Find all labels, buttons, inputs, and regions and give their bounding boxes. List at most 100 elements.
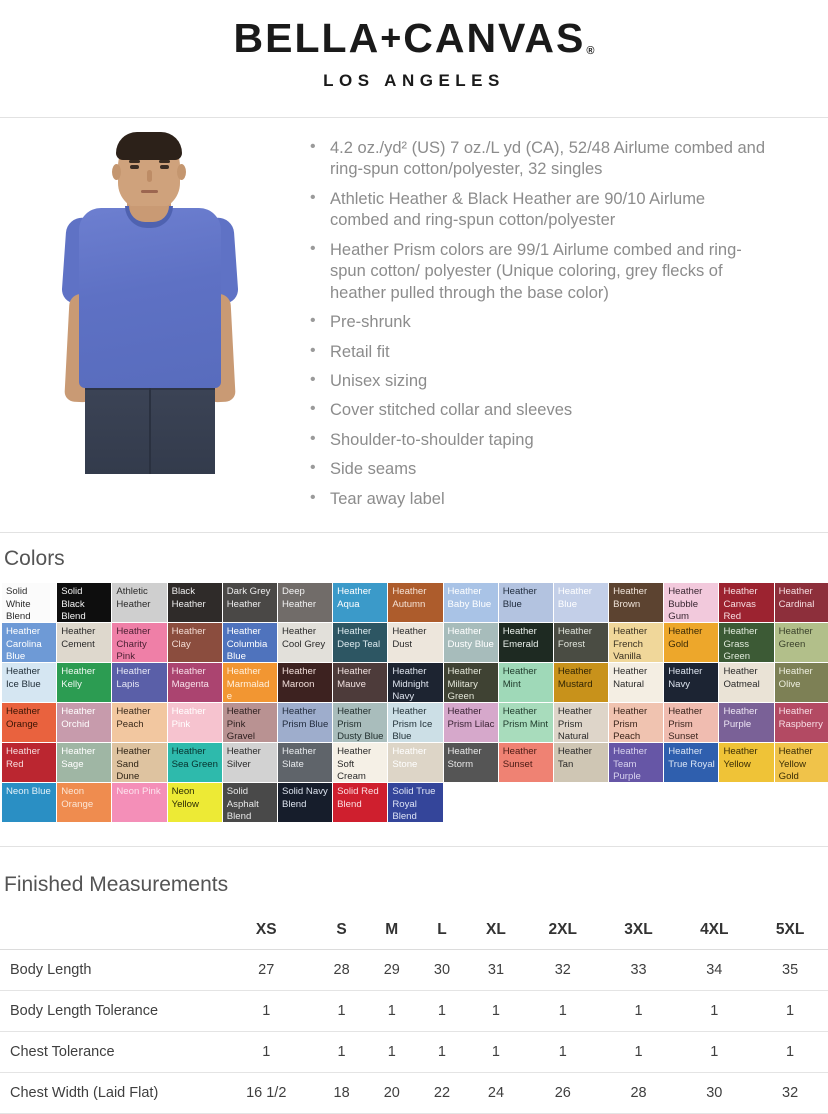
color-swatch[interactable]: Heather Purple bbox=[719, 703, 774, 743]
color-swatch[interactable]: Heather Marmalade bbox=[222, 663, 277, 703]
color-swatch[interactable]: Neon Orange bbox=[57, 783, 112, 823]
color-swatch[interactable]: Heather Prism Natural bbox=[553, 703, 609, 743]
color-swatch[interactable]: Heather Lapis bbox=[112, 663, 167, 703]
color-swatch[interactable]: Heather Olive bbox=[774, 663, 828, 703]
color-swatch[interactable]: Solid True Royal Blend bbox=[388, 783, 443, 823]
color-swatch[interactable]: Heather Autumn bbox=[388, 583, 443, 623]
color-swatch[interactable]: Heather Cardinal bbox=[774, 583, 828, 623]
color-swatch[interactable]: Heather Military Green bbox=[443, 663, 498, 703]
color-swatch[interactable]: Heather Storm bbox=[443, 743, 498, 783]
color-swatch[interactable]: Heather Team Purple bbox=[609, 743, 664, 783]
measurement-value: 1 bbox=[600, 1031, 677, 1074]
color-swatch[interactable]: Heather Canvas Red bbox=[719, 583, 774, 623]
color-swatch[interactable]: Heather Navy bbox=[664, 663, 719, 703]
color-swatch[interactable]: Heather Charity Pink bbox=[112, 623, 167, 663]
measurement-value: 33 bbox=[600, 949, 677, 992]
color-swatch[interactable]: Heather Columbia Blue bbox=[222, 623, 277, 663]
color-swatch[interactable]: Heather Soft Cream bbox=[333, 743, 388, 783]
color-swatch[interactable]: Heather Prism Peach bbox=[609, 703, 664, 743]
color-swatch-label: Heather Lapis bbox=[116, 666, 151, 690]
color-swatch-label: Heather Clay bbox=[171, 626, 206, 650]
color-swatch[interactable]: Solid Red Blend bbox=[333, 783, 388, 823]
color-swatch[interactable]: Heather Forest bbox=[553, 623, 609, 663]
color-swatch[interactable]: Heather Orchid bbox=[57, 703, 112, 743]
color-swatch[interactable]: Solid White Blend bbox=[2, 583, 57, 623]
color-swatch[interactable]: Heather Orange bbox=[2, 703, 57, 743]
color-swatch-label: Heather True Royal bbox=[668, 746, 715, 770]
color-swatch[interactable]: Heather Mauve bbox=[333, 663, 388, 703]
color-swatch[interactable]: Heather Cement bbox=[57, 623, 112, 663]
color-swatch[interactable]: Heather Prism Ice Blue bbox=[388, 703, 443, 743]
color-swatch[interactable]: Heather Bubble Gum bbox=[664, 583, 719, 623]
color-swatch[interactable]: Heather Midnight Navy bbox=[388, 663, 443, 703]
color-swatch[interactable]: Heather Aqua bbox=[333, 583, 388, 623]
color-swatch-label: Heather Military Green bbox=[447, 666, 482, 702]
color-swatch[interactable]: Heather Deep Teal bbox=[333, 623, 388, 663]
color-swatch[interactable]: Heather Yellow bbox=[719, 743, 774, 783]
color-swatch[interactable]: Heather Mint bbox=[498, 663, 553, 703]
measurement-value: 18 bbox=[316, 1072, 367, 1114]
color-swatch[interactable]: Neon Blue bbox=[2, 783, 57, 823]
color-swatch[interactable]: Solid Asphalt Blend bbox=[222, 783, 277, 823]
color-swatch[interactable]: Heather Blue bbox=[553, 583, 609, 623]
color-swatch[interactable]: Heather Clay bbox=[167, 623, 222, 663]
brand-logo-block: BELLA+CANVAS® LOS ANGELES bbox=[0, 0, 828, 117]
color-swatch[interactable]: Heather Baby Blue bbox=[443, 583, 498, 623]
color-swatch[interactable]: Dark Grey Heather bbox=[222, 583, 277, 623]
color-swatch[interactable]: Heather Yellow Gold bbox=[774, 743, 828, 783]
color-swatch[interactable]: Heather Slate bbox=[277, 743, 333, 783]
color-swatch[interactable]: Heather Prism Lilac bbox=[443, 703, 498, 743]
divider-measurements bbox=[0, 846, 828, 848]
color-swatch[interactable]: Heather French Vanilla bbox=[609, 623, 664, 663]
color-swatch[interactable]: Heather Dusty Blue bbox=[443, 623, 498, 663]
measurement-value: 30 bbox=[676, 1072, 753, 1114]
color-swatch[interactable]: Heather Tan bbox=[553, 743, 609, 783]
color-swatch[interactable]: Heather Grass Green bbox=[719, 623, 774, 663]
color-swatch[interactable]: Heather Oatmeal bbox=[719, 663, 774, 703]
color-swatch[interactable]: Heather Magenta bbox=[167, 663, 222, 703]
color-swatch[interactable]: Heather Pink bbox=[167, 703, 222, 743]
color-swatch[interactable]: Heather Mustard bbox=[553, 663, 609, 703]
color-swatch-label: Heather French Vanilla bbox=[613, 626, 648, 662]
color-swatch[interactable]: Heather Prism Sunset bbox=[664, 703, 719, 743]
color-swatch[interactable]: Heather Natural bbox=[609, 663, 664, 703]
color-swatch[interactable]: Athletic Heather bbox=[112, 583, 167, 623]
color-swatch[interactable]: Heather Maroon bbox=[277, 663, 333, 703]
color-swatch-label: Solid White Blend bbox=[6, 586, 31, 622]
color-swatch[interactable]: Heather Sunset bbox=[498, 743, 553, 783]
color-swatch[interactable]: Heather True Royal bbox=[664, 743, 719, 783]
color-swatch[interactable]: Heather Pink Gravel bbox=[222, 703, 277, 743]
color-swatch-label: Heather Canvas Red bbox=[723, 586, 758, 622]
color-swatch[interactable]: Heather Kelly bbox=[57, 663, 112, 703]
color-swatch[interactable]: Heather Sage bbox=[57, 743, 112, 783]
color-swatch[interactable]: Deep Heather bbox=[277, 583, 333, 623]
color-swatch[interactable]: Heather Silver bbox=[222, 743, 277, 783]
color-swatch[interactable]: Heather Cool Grey bbox=[277, 623, 333, 663]
color-swatch[interactable]: Heather Carolina Blue bbox=[2, 623, 57, 663]
color-swatch[interactable]: Neon Pink bbox=[112, 783, 167, 823]
color-swatch[interactable]: Heather Raspberry bbox=[774, 703, 828, 743]
color-swatch[interactable]: Heather Sand Dune bbox=[112, 743, 167, 783]
color-swatch[interactable]: Black Heather bbox=[167, 583, 222, 623]
color-swatch-label: Heather Emerald bbox=[502, 626, 539, 650]
measurements-table: XS S M L XL 2XL 3XL 4XL 5XL Body Length 27 28 29 30 3… bbox=[0, 909, 828, 1114]
color-swatch[interactable]: Heather Brown bbox=[609, 583, 664, 623]
color-swatch[interactable]: Heather Stone bbox=[388, 743, 443, 783]
color-swatch[interactable]: Heather Sea Green bbox=[167, 743, 222, 783]
color-swatch[interactable]: Solid Black Blend bbox=[57, 583, 112, 623]
color-swatch[interactable]: Heather Dust bbox=[388, 623, 443, 663]
color-swatch[interactable]: Heather Red bbox=[2, 743, 57, 783]
color-swatch[interactable]: Neon Yellow bbox=[167, 783, 222, 823]
color-swatch[interactable]: Solid Navy Blend bbox=[277, 783, 333, 823]
color-swatch[interactable]: Heather Gold bbox=[664, 623, 719, 663]
color-swatch[interactable]: Heather Blue bbox=[498, 583, 553, 623]
color-swatch[interactable]: Heather Prism Dusty Blue bbox=[333, 703, 388, 743]
color-swatch-label: Heather Deep Teal bbox=[337, 626, 381, 650]
measurement-value: 1 bbox=[467, 1031, 525, 1074]
color-swatch[interactable]: Heather Peach bbox=[112, 703, 167, 743]
color-swatch[interactable]: Heather Prism Blue bbox=[277, 703, 333, 743]
color-swatch[interactable]: Heather Ice Blue bbox=[2, 663, 57, 703]
color-swatch[interactable]: Heather Emerald bbox=[498, 623, 553, 663]
color-swatch[interactable]: Heather Green bbox=[774, 623, 828, 663]
color-swatch[interactable]: Heather Prism Mint bbox=[498, 703, 553, 743]
